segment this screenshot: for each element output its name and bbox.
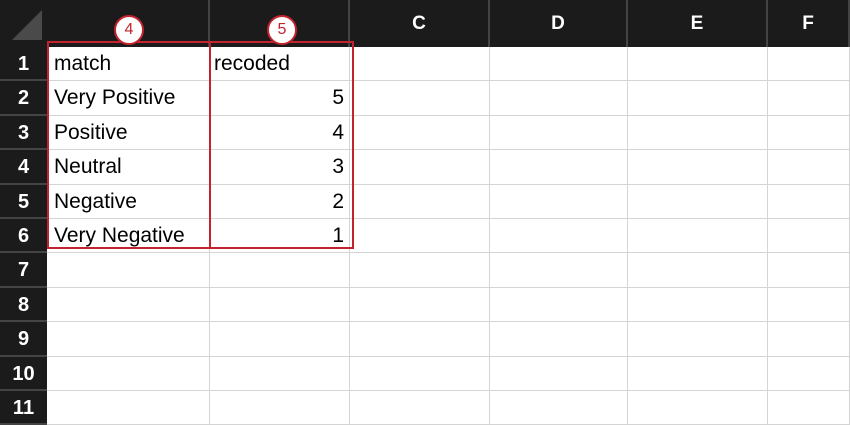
- row-header-9[interactable]: 9: [0, 322, 47, 357]
- annotation-badge-4: 4: [114, 15, 144, 45]
- row-header-3[interactable]: 3: [0, 116, 47, 151]
- row-header-11[interactable]: 11: [0, 391, 47, 425]
- cell-b2[interactable]: 5: [332, 86, 344, 110]
- cell-b4[interactable]: 3: [332, 155, 344, 179]
- cell-b5[interactable]: 2: [332, 189, 344, 213]
- gridline-vertical: [489, 47, 490, 425]
- gridline-vertical: [349, 47, 350, 425]
- cell-a6[interactable]: Very Negative: [54, 224, 185, 247]
- row-header-1[interactable]: 1: [0, 47, 47, 82]
- column-header-c[interactable]: C: [350, 0, 490, 47]
- column-header-f[interactable]: F: [768, 0, 850, 47]
- highlight-column-b: [209, 41, 354, 249]
- gridline-vertical: [767, 47, 768, 425]
- gridline-horizontal: [47, 114, 850, 116]
- cell-b1[interactable]: recoded: [214, 52, 290, 75]
- cell-a1[interactable]: match: [54, 52, 112, 75]
- select-all-corner[interactable]: [12, 10, 42, 40]
- cell-b3[interactable]: 4: [332, 120, 344, 144]
- column-header-d[interactable]: D: [490, 0, 628, 47]
- column-header-e[interactable]: E: [628, 0, 768, 47]
- row-header-6[interactable]: 6: [0, 219, 47, 254]
- cell-a5[interactable]: Negative: [54, 189, 137, 213]
- cell-a3[interactable]: Positive: [54, 120, 128, 144]
- gridline-horizontal: [47, 321, 850, 323]
- gridline-horizontal: [47, 218, 850, 219]
- row-header-4[interactable]: 4: [0, 150, 47, 185]
- gridline-horizontal: [47, 286, 850, 288]
- gridline-horizontal: [47, 80, 850, 82]
- gridline-horizontal: [47, 390, 850, 391]
- row-header-bar: [0, 47, 47, 425]
- row-header-7[interactable]: 7: [0, 253, 47, 288]
- gridline-horizontal: [47, 252, 850, 254]
- cell-a4[interactable]: Neutral: [54, 155, 122, 179]
- gridline-horizontal: [47, 355, 850, 357]
- row-header-10[interactable]: 10: [0, 357, 47, 391]
- highlight-column-a: [47, 41, 211, 249]
- cell-a2[interactable]: Very Positive: [54, 86, 176, 110]
- column-header-b[interactable]: [210, 0, 350, 47]
- gridline-horizontal: [47, 183, 850, 185]
- row-header-2[interactable]: 2: [0, 81, 47, 116]
- cell-b6[interactable]: 1: [332, 224, 344, 247]
- row-header-8[interactable]: 8: [0, 288, 47, 323]
- row-header-5[interactable]: 5: [0, 185, 47, 219]
- column-header-a[interactable]: [47, 0, 210, 47]
- gridline-vertical: [627, 47, 628, 425]
- annotation-badge-5: 5: [267, 15, 297, 45]
- gridline-horizontal: [47, 149, 850, 151]
